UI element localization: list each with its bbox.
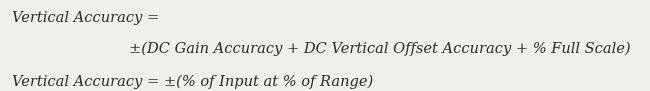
Text: Vertical Accuracy =: Vertical Accuracy = [12, 11, 159, 25]
Text: ±(DC Gain Accuracy + DC Vertical Offset Accuracy + % Full Scale): ±(DC Gain Accuracy + DC Vertical Offset … [129, 42, 630, 56]
Text: Vertical Accuracy = ±(% of Input at % of Range): Vertical Accuracy = ±(% of Input at % of… [12, 75, 373, 89]
